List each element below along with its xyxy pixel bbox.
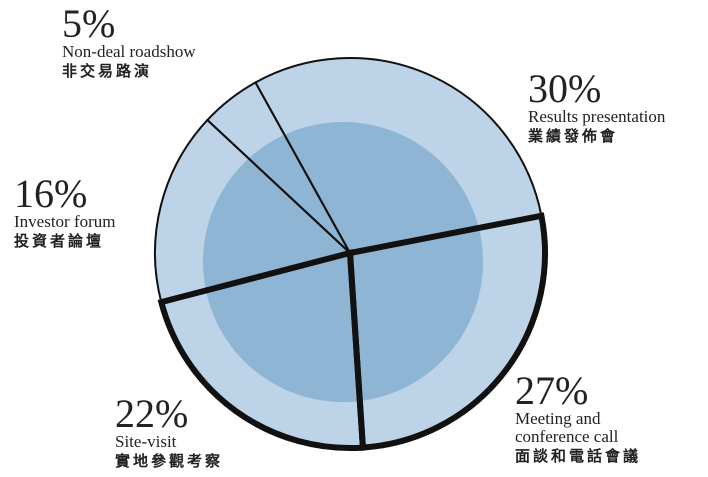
category-label-zh: 非交易路演	[62, 62, 153, 80]
slice-outline	[157, 249, 367, 451]
value-label: 30%	[528, 66, 602, 111]
slice-label: 27% Meeting and conference call 面談和電話會議	[515, 368, 650, 466]
inner-illustration	[203, 122, 483, 402]
value-label: 27%	[515, 368, 589, 413]
value-label: 5%	[62, 1, 116, 46]
category-label: Non-deal roadshow	[62, 42, 196, 61]
slice-label: 30% Results presentation 業績發佈會	[528, 66, 708, 146]
category-label-zh: 實地參觀考察	[115, 452, 224, 470]
category-label: Site-visit	[115, 432, 177, 451]
value-label: 16%	[14, 171, 88, 216]
slice-outline	[205, 81, 351, 254]
slice-outline	[154, 118, 353, 304]
category-label-zh: 面談和電話會議	[515, 447, 642, 465]
category-label-zh: 投資者論壇	[14, 232, 105, 250]
slice-label: 16% Investor forum 投資者論壇	[14, 171, 184, 251]
category-label-zh: 業績發佈會	[528, 127, 619, 145]
slice-outline	[254, 57, 543, 255]
slice-label: 5% Non-deal roadshow 非交易路演	[62, 1, 262, 81]
category-label: Meeting and conference call	[515, 409, 619, 446]
category-label: Investor forum	[14, 212, 116, 231]
slice-outline	[346, 212, 548, 451]
category-label: Results presentation	[528, 107, 666, 126]
value-label: 22%	[115, 391, 189, 436]
slice-label: 22% Site-visit 實地參觀考察	[115, 391, 285, 471]
